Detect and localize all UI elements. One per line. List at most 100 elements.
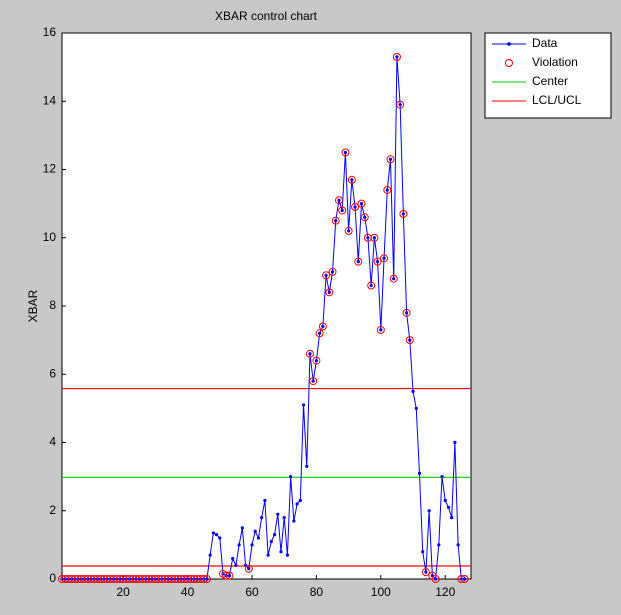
data-point	[227, 573, 232, 578]
violation-marker	[380, 254, 389, 263]
data-point	[424, 570, 428, 574]
violation-marker	[405, 336, 414, 345]
data-point	[298, 498, 302, 503]
legend-swatch	[505, 59, 513, 67]
data-point	[401, 212, 405, 216]
data-point	[308, 352, 312, 356]
data-point	[395, 55, 399, 59]
violation-marker	[305, 349, 314, 358]
data-point	[372, 236, 376, 240]
data-point	[363, 215, 367, 219]
data-point	[437, 543, 441, 547]
data-point	[272, 533, 277, 537]
data-point	[385, 188, 389, 192]
data-point	[314, 359, 319, 363]
violation-marker	[328, 267, 337, 276]
violation-marker	[373, 257, 382, 266]
violation-marker	[389, 274, 398, 283]
violation-marker	[386, 155, 395, 164]
violation-marker	[322, 271, 331, 280]
violation-marker	[225, 571, 234, 580]
data-point	[211, 531, 215, 535]
violation-marker	[315, 329, 324, 338]
data-point	[240, 526, 244, 530]
data-point	[218, 536, 222, 540]
data-point	[321, 324, 325, 329]
data-point	[214, 533, 219, 537]
data-point	[253, 529, 257, 533]
data-point	[205, 577, 209, 581]
data-point	[340, 208, 344, 213]
x-tick-label: 120	[435, 585, 455, 599]
violation-marker	[325, 288, 334, 297]
violation-marker	[402, 308, 411, 317]
violation-marker	[244, 564, 253, 573]
x-tick-label: 100	[371, 585, 391, 599]
data-point	[343, 150, 348, 155]
plot-area	[61, 32, 472, 580]
data-point	[456, 543, 460, 547]
y-tick-label: 8	[49, 298, 56, 312]
data-point	[237, 543, 241, 547]
data-point	[366, 236, 370, 240]
y-tick-label: 12	[43, 162, 57, 176]
data-point	[440, 475, 444, 479]
violation-marker	[367, 281, 376, 290]
y-tick-label: 16	[43, 25, 57, 39]
violation-marker	[347, 175, 356, 184]
data-point	[337, 198, 341, 202]
data-point	[324, 273, 328, 277]
data-point	[382, 256, 386, 260]
data-point	[450, 515, 454, 520]
violation-marker	[354, 257, 363, 266]
data-point	[279, 550, 283, 554]
violation-marker	[392, 52, 401, 61]
violation-marker	[399, 209, 408, 218]
data-point	[369, 283, 373, 288]
violation-marker	[363, 233, 372, 242]
data-point	[292, 519, 296, 523]
data-point	[433, 577, 438, 581]
legend-swatch	[507, 42, 511, 46]
y-tick-label: 10	[43, 230, 57, 244]
data-point	[231, 556, 235, 561]
data-point	[234, 563, 238, 567]
data-point	[398, 103, 402, 107]
violation-marker	[318, 322, 327, 331]
data-point	[356, 260, 360, 264]
data-point	[376, 260, 380, 264]
data-point	[462, 577, 467, 581]
data-point	[408, 338, 412, 342]
violation-marker	[351, 203, 360, 212]
violation-marker	[338, 206, 347, 215]
data-point	[247, 567, 251, 571]
data-point	[269, 539, 273, 544]
data-point	[443, 498, 447, 503]
violation-marker	[357, 199, 366, 208]
data-point	[334, 219, 338, 223]
legend-label: Center	[532, 74, 568, 88]
data-point	[353, 205, 357, 209]
violation-marker	[370, 233, 379, 242]
data-point	[301, 403, 306, 407]
y-tick-label: 0	[49, 571, 56, 585]
x-tick-label: 60	[245, 585, 259, 599]
data-point	[404, 311, 409, 315]
y-tick-label: 14	[43, 93, 57, 107]
data-point	[421, 550, 425, 554]
violation-marker	[431, 575, 440, 583]
data-point	[289, 475, 293, 479]
data-point	[417, 471, 422, 475]
data-point	[427, 509, 431, 513]
data-point	[330, 270, 335, 274]
x-tick-label: 80	[310, 585, 324, 599]
violation-marker	[202, 575, 211, 583]
violation-marker	[344, 226, 353, 235]
data-point	[285, 553, 290, 557]
legend-label: LCL/UCL	[532, 93, 582, 107]
data-point	[359, 202, 364, 206]
violation-marker	[460, 575, 469, 583]
data-point	[250, 543, 254, 547]
